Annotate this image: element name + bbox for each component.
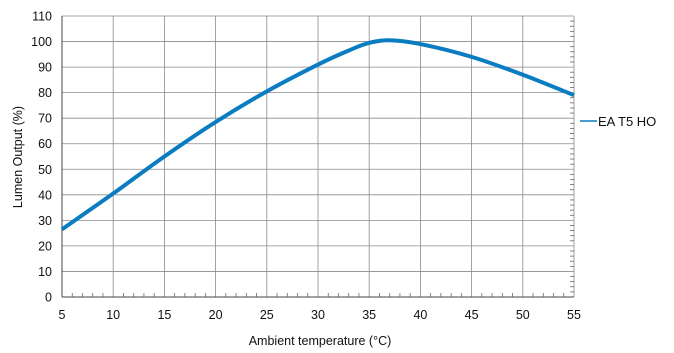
y-tick-label-10: 10 — [38, 265, 52, 279]
x-axis-title: Ambient temperature (°C) — [249, 334, 392, 348]
minor-ticks — [71, 20, 574, 297]
y-tick-label-30: 30 — [38, 214, 52, 228]
y-tick-label-60: 60 — [38, 137, 52, 151]
y-tick-label-20: 20 — [38, 239, 52, 253]
series-line-ea-t5-ho — [60, 38, 575, 231]
x-tick-label-55: 55 — [567, 308, 581, 322]
y-tick-label-70: 70 — [38, 112, 52, 126]
y-axis-title: Lumen Output (%) — [11, 106, 25, 208]
y-tick-label-110: 110 — [32, 10, 52, 24]
x-tick-label-45: 45 — [465, 308, 479, 322]
y-tick-label-90: 90 — [38, 61, 52, 75]
x-tick-label-40: 40 — [413, 308, 427, 322]
legend-label-ea-t5-ho: EA T5 HO — [598, 114, 656, 129]
y-tick-labels: 0 10 20 30 40 50 60 70 80 90 100 110 — [31, 10, 52, 305]
y-tick-label-100: 100 — [31, 35, 52, 49]
x-tick-label-20: 20 — [209, 308, 223, 322]
grid — [61, 15, 575, 298]
series-layer — [60, 38, 575, 231]
x-tick-label-35: 35 — [362, 308, 376, 322]
x-tick-label-15: 15 — [157, 308, 171, 322]
x-tick-label-25: 25 — [260, 308, 274, 322]
y-tick-label-50: 50 — [38, 163, 52, 177]
x-tick-label-30: 30 — [311, 308, 325, 322]
y-tick-label-40: 40 — [38, 188, 52, 202]
x-tick-labels: 5 10 15 20 25 30 35 40 45 50 55 — [59, 308, 581, 322]
legend: EA T5 HO — [580, 114, 656, 129]
y-tick-label-80: 80 — [38, 86, 52, 100]
y-tick-label-0: 0 — [45, 291, 52, 305]
x-tick-label-5: 5 — [59, 308, 66, 322]
x-tick-label-50: 50 — [516, 308, 530, 322]
x-tick-label-10: 10 — [106, 308, 120, 322]
